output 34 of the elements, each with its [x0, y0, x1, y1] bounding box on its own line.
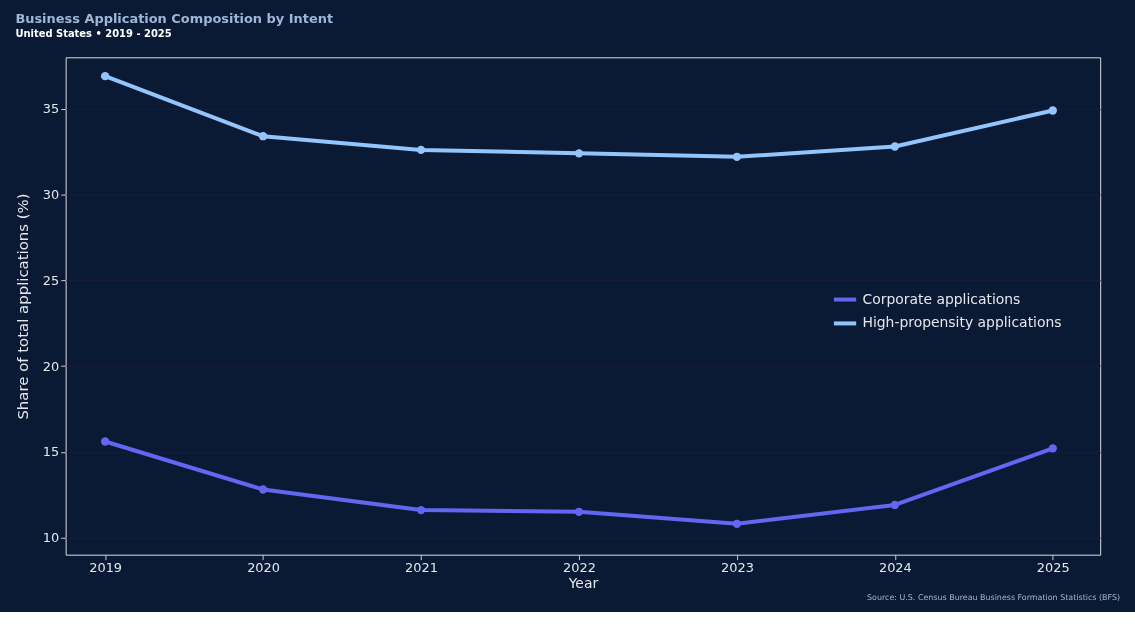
point — [1048, 106, 1057, 115]
x-tick-label: 2024 — [878, 560, 912, 576]
point — [732, 519, 742, 528]
point — [1048, 444, 1057, 453]
point — [890, 142, 900, 151]
point — [416, 145, 426, 155]
legend-label: High-propensity applications — [862, 314, 1062, 331]
point — [100, 72, 110, 81]
point — [258, 132, 268, 141]
y-axis-title: Share of total applications (%) — [13, 193, 32, 420]
y-tick-label: 30 — [42, 187, 60, 202]
y-tick-label: 35 — [42, 101, 60, 117]
x-tick-label: 2021 — [405, 560, 438, 576]
source-note: Source: U.S. Census Bureau Business Formation Statistics (BFS) — [867, 593, 1121, 603]
chart-title: Business Application Composition by Intent — [15, 11, 334, 27]
point — [890, 500, 900, 510]
x-tick-label: 2025 — [1036, 560, 1070, 576]
y-tick-label: 10 — [42, 530, 60, 546]
legend-label: Corporate applications — [862, 290, 1021, 307]
x-axis-title: Year — [567, 575, 599, 592]
chart-subtitle: United States • 2019 - 2025 — [15, 28, 172, 40]
point — [574, 507, 584, 516]
x-tick-label: 2019 — [89, 560, 123, 576]
y-tick-label: 20 — [42, 358, 60, 374]
y-tick-label: 15 — [42, 444, 60, 460]
point — [100, 437, 110, 446]
x-tick-label: 2022 — [563, 560, 596, 576]
x-tick-label: 2020 — [247, 560, 281, 576]
point — [416, 505, 426, 515]
x-tick-label: 2023 — [720, 560, 754, 576]
point — [258, 485, 268, 494]
y-tick-label: 25 — [42, 272, 60, 288]
point — [574, 149, 584, 158]
point — [732, 152, 742, 161]
